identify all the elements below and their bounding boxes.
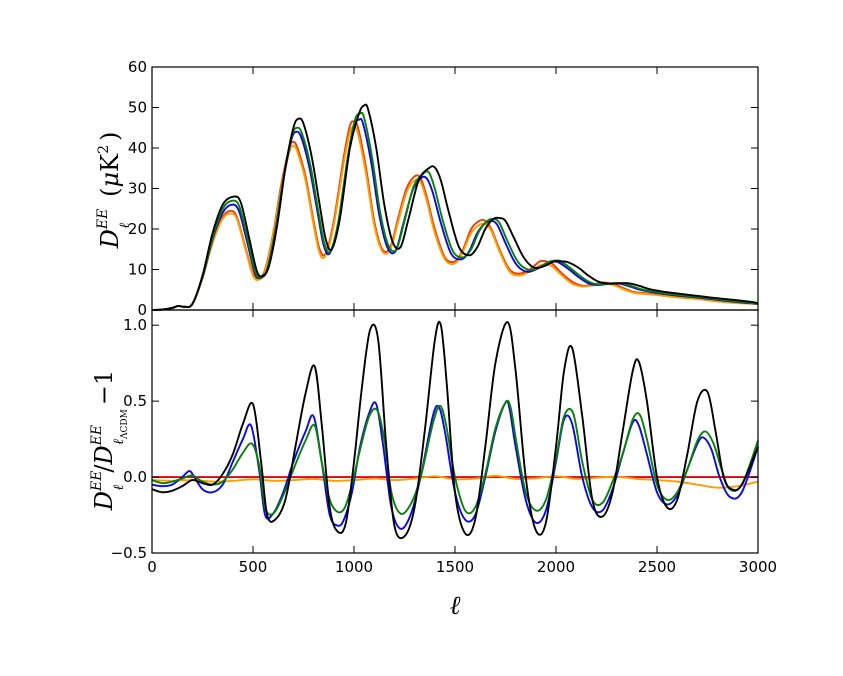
bottom-series-line-3 (151, 399, 759, 516)
top-y-tick-label: 10 (128, 261, 147, 279)
bottom-y-tick-label: 1.0 (123, 316, 147, 334)
top-ylabel-unit-close: ) (96, 132, 124, 141)
bottom-x-tick-label: 0 (147, 558, 157, 576)
bottom-x-tick-label: 1000 (335, 558, 373, 576)
bottom-series-line-2 (151, 400, 759, 530)
bottom-series-group (151, 320, 759, 540)
top-y-tick-label: 60 (128, 58, 147, 76)
bottom-ylabel-symbol-b: D (90, 445, 118, 465)
top-series-line-2 (151, 117, 759, 311)
bottom-ylabel-symbol-a: D (90, 491, 118, 511)
top-ticks: 0 10 20 30 40 50 60 (128, 58, 759, 319)
x-axis-label: ℓ (450, 591, 461, 621)
top-series-line-3 (151, 111, 759, 311)
top-ylabel-kelvin: K (96, 153, 124, 172)
bottom-y-axis-label: DEE ℓ/DEE ℓΛCDM−1 (89, 370, 130, 511)
top-ylabel-power: 2 (96, 145, 112, 154)
bottom-x-tick-label: 1500 (436, 558, 474, 576)
top-y-tick-label: 30 (128, 180, 147, 198)
top-series-line-4 (151, 103, 759, 311)
bottom-ylabel-superscript-a: EE (89, 471, 105, 492)
top-series-line-1 (151, 126, 759, 311)
bottom-ticks: −0.5 0.0 0.5 1.0 0 500 1000 1500 2000 2500 3000 (111, 310, 777, 576)
top-y-tick-label: 20 (128, 220, 147, 238)
bottom-x-tick-label: 2500 (638, 558, 676, 576)
bottom-y-tick-label: −0.5 (111, 544, 147, 562)
bottom-ylabel-superscript-b: EE (89, 425, 105, 446)
bottom-x-tick-label: 2000 (537, 558, 575, 576)
bottom-y-tick-label: 0.0 (123, 468, 147, 486)
top-y-tick-label: 40 (128, 139, 147, 157)
top-y-axis-label: DEE ℓ (μK2) (95, 132, 133, 250)
bottom-ylabel-subscript-b: ℓ (111, 439, 127, 445)
bottom-ylabel-subscript-a: ℓ (111, 485, 127, 491)
top-y-tick-label: 50 (128, 99, 147, 117)
bottom-ylabel-minus-one: −1 (90, 370, 118, 405)
bottom-y-tick-label: 0.5 (123, 392, 147, 410)
bottom-series-line-4 (151, 320, 759, 540)
top-ylabel-unit-open: ( (96, 187, 124, 196)
bottom-ylabel-slash: / (90, 464, 118, 473)
top-ylabel-mu: μ (96, 172, 124, 188)
bottom-x-tick-label: 3000 (739, 558, 777, 576)
top-ylabel-superscript: EE (95, 209, 111, 230)
top-plot-frame (151, 66, 759, 311)
top-ylabel-subscript: ℓ (117, 223, 133, 229)
top-series-group (151, 103, 759, 311)
bottom-panel: −0.50.00.51.00 500 1000 1500 2000 2500 3000 DE… (89, 309, 777, 621)
top-ylabel-symbol: D (96, 229, 124, 249)
bottom-plot-frame (151, 309, 759, 554)
bottom-x-tick-label: 500 (239, 558, 268, 576)
top-y-tick-label: 0 (137, 301, 147, 319)
bottom-ylabel-subsubscript-b: ΛCDM (120, 409, 130, 440)
top-panel: 0 10 20 30 40 50 60 DEE ℓ (μK2) (95, 58, 759, 319)
